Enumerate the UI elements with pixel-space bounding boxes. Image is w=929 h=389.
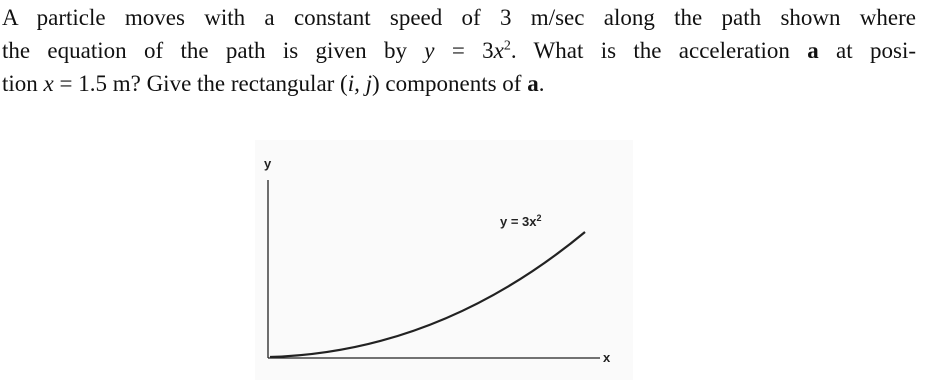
- text: x: [493, 38, 504, 63]
- problem-line: A particle moves with a constant speed o…: [2, 3, 916, 33]
- problem-line: tion x = 1.5 m? Give the rectangular (i,…: [2, 69, 916, 99]
- text: . What is the acceleration: [510, 38, 808, 63]
- x-axis-label: x: [603, 350, 611, 365]
- curve: [269, 231, 586, 359]
- text: ) components of: [372, 71, 528, 96]
- text: a: [807, 38, 819, 63]
- problem-line: the equation of the path is given by y =…: [2, 36, 916, 66]
- text: y = 3x: [500, 214, 537, 229]
- text: A particle moves with a constant speed o…: [2, 5, 916, 30]
- text: at posi-: [818, 38, 916, 63]
- text: a: [527, 71, 539, 96]
- text: = 3: [434, 38, 494, 63]
- figure-background: [255, 140, 633, 380]
- text: y: [424, 38, 435, 63]
- y-axis-label: y: [264, 156, 272, 171]
- text: tion: [2, 71, 44, 96]
- text: the equation of the path is given by: [2, 38, 425, 63]
- text: i, j: [347, 71, 372, 96]
- curve-label: y = 3x2: [500, 213, 542, 229]
- text: .: [538, 71, 545, 96]
- text: = 1.5 m? Give the rectangular (: [53, 71, 348, 96]
- text: x: [43, 71, 54, 96]
- superscript: 2: [537, 213, 542, 223]
- superscript: 2: [503, 38, 511, 54]
